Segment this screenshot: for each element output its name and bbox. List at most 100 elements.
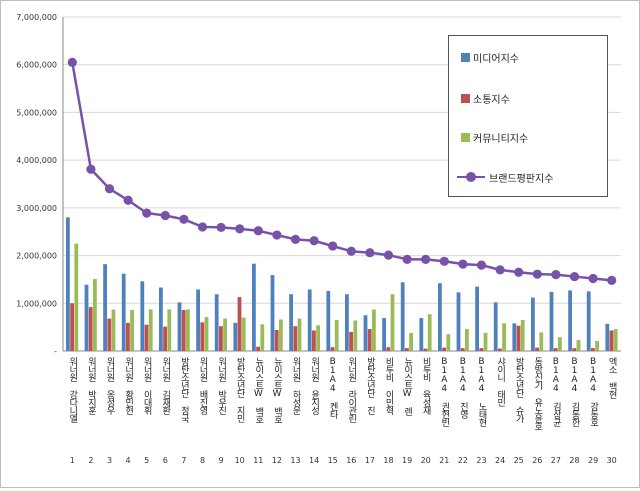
y-tick-label: 3,000,000 [16,204,57,213]
y-tick-label: 5,000,000 [16,108,57,117]
x-rank-number: 9 [219,456,224,465]
x-rank-number: 11 [253,456,263,465]
y-tick-label: 6,000,000 [16,61,57,70]
brand-reputation-point-7 [179,214,189,224]
bar-2-6 [163,326,167,351]
x-rank-number: 17 [365,456,375,465]
x-category-label: 워너원 박우진 [216,357,226,415]
x-category-label: 비투비 육성재 [421,357,431,416]
x-category-label: 워너원 김재환 [160,357,170,415]
legend-item-brand: 브랜드평판지수 [457,170,554,185]
bar-2-3 [107,318,112,351]
legend-label-communication: 소통지수 [473,94,510,106]
x-rank-number: 1 [70,456,75,465]
bar-1-22 [456,292,461,351]
bar-3-9 [223,318,227,351]
x-rank-number: 20 [421,456,431,465]
bar-3-8 [204,317,209,351]
bar-3-21 [446,334,451,351]
x-rank-number: 25 [514,456,524,465]
bar-1-5 [140,281,145,351]
bar-2-8 [200,322,205,351]
x-rank-number: 15 [328,456,338,465]
bar-2-4 [126,322,130,351]
bar-2-29 [591,348,595,351]
bar-3-23 [483,332,488,351]
bar-1-24 [493,302,498,351]
bar-2-27 [553,348,558,351]
bar-1-25 [512,323,517,351]
x-rank-number: 28 [569,456,579,465]
bar-2-25 [516,325,521,351]
bar-1-11 [252,263,256,351]
brand-reputation-point-26 [532,269,542,279]
y-tick-label: - [54,347,57,356]
x-rank-number: 23 [476,456,486,465]
bar-2-10 [237,297,242,351]
x-category-label: 워너원 하성운 [291,357,301,415]
brand-reputation-point-20 [421,254,431,264]
x-category-label: B1A4 권현빈 [439,357,449,427]
legend-swatch-community [461,132,470,142]
brand-reputation-point-17 [365,248,375,258]
bar-3-28 [576,340,581,351]
bar-3-30 [613,329,618,351]
brand-reputation-point-14 [309,236,319,246]
x-category-label: B1A4 김동한 [570,357,580,427]
legend-label-media: 미디어지수 [473,53,519,65]
legend-swatch-communication [461,93,470,103]
bar-3-11 [260,324,265,351]
x-rank-number: 24 [495,456,505,465]
x-category-label: 방탄소년단 지민 [235,357,245,423]
x-rank-number: 21 [439,456,449,465]
x-category-label: 워너원 윤지성 [309,357,319,415]
bar-3-22 [465,329,469,351]
bar-3-24 [502,323,506,351]
x-category-label: B1A4 김상균 [551,357,561,427]
bar-3-13 [297,318,302,351]
x-rank-number: 30 [607,456,617,465]
x-rank-number: 2 [88,456,93,465]
bar-2-18 [386,347,391,351]
brand-reputation-point-3 [104,184,115,194]
x-rank-number: 26 [532,456,542,465]
bar-1-1 [66,217,70,351]
legend-item-media: 미디어지수 [461,50,519,65]
x-rank-number: 16 [346,456,356,465]
x-category-label: 워너원 이대휘 [142,357,152,416]
bar-3-15 [334,319,339,351]
y-tick-label: 4,000,000 [16,156,57,165]
legend-label-brand: 브랜드평판지수 [489,173,554,185]
x-category-label: B1A4 진영 [458,357,468,419]
legend-swatch-brand [457,171,485,183]
x-category-label: 워너원 라이관린 [346,357,356,423]
bar-2-20 [423,348,428,351]
bar-3-6 [167,309,172,351]
bar-1-30 [605,323,610,351]
bar-1-10 [233,322,238,351]
bar-3-7 [186,309,190,351]
brand-reputation-point-18 [383,250,394,260]
bar-1-9 [214,294,219,351]
bar-3-18 [390,294,395,351]
x-category-label: 뉴이스트W 백호 [253,357,263,423]
brand-reputation-point-11 [253,226,263,236]
bar-1-6 [159,287,163,351]
bar-1-29 [586,291,591,351]
brand-reputation-point-8 [197,222,208,232]
bar-3-2 [93,278,97,351]
bar-2-23 [479,348,484,351]
x-category-label: 워너원 옹성우 [105,357,115,416]
x-category-label: 비투비 이민혁 [384,357,394,416]
x-category-label: 워너원 박지훈 [86,357,96,415]
bar-2-5 [144,324,149,351]
bar-3-12 [279,319,283,351]
bar-1-13 [289,294,293,351]
bar-2-7 [181,309,186,351]
legend-label-community: 커뮤니티지수 [473,133,529,145]
bar-3-10 [241,317,246,351]
brand-reputation-point-5 [142,208,152,218]
brand-reputation-point-9 [216,222,226,233]
legend-item-communication: 소통지수 [461,91,510,106]
